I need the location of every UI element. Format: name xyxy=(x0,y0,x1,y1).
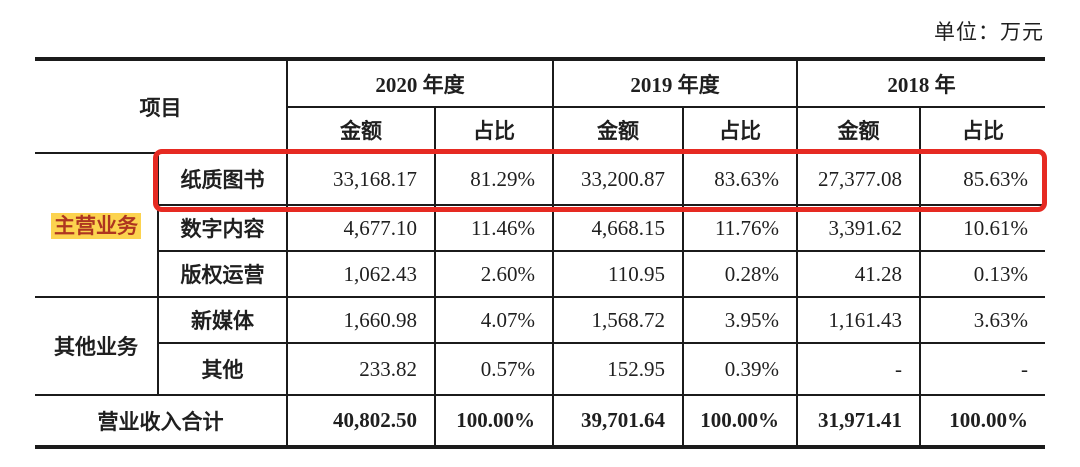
subheader-2020-share: 占比 xyxy=(434,107,553,154)
subheader-2020-amount: 金额 xyxy=(286,107,435,154)
total-cell-value: 31,971.41 xyxy=(796,395,920,445)
table-row: 版权运营 1,062.43 2.60% 110.95 0.28% 41.28 0… xyxy=(35,251,1045,298)
cell-value: 0.57% xyxy=(434,343,553,396)
cell-value: 10.61% xyxy=(919,205,1045,252)
cell-value: 3,391.62 xyxy=(796,205,920,252)
cell-value: 4,677.10 xyxy=(286,205,435,252)
column-header-2020: 2020 年度 xyxy=(286,61,553,108)
cell-value: 0.13% xyxy=(919,251,1045,298)
cell-value: 83.63% xyxy=(682,153,797,206)
revenue-table-grid: 项目 2020 年度 2019 年度 2018 年 金额 占比 金额 占比 金额… xyxy=(35,61,1045,445)
cell-value: 81.29% xyxy=(434,153,553,206)
unit-label: 单位：万元 xyxy=(934,20,1044,44)
table-row: 主营业务 纸质图书 33,168.17 81.29% 33,200.87 83.… xyxy=(35,153,1045,298)
cell-value: - xyxy=(919,343,1045,396)
cell-value: - xyxy=(796,343,920,396)
row-label: 其他 xyxy=(157,343,287,396)
cell-value: 1,568.72 xyxy=(552,297,683,344)
revenue-table: 项目 2020 年度 2019 年度 2018 年 金额 占比 金额 占比 金额… xyxy=(35,57,1045,449)
cell-value: 3.63% xyxy=(919,297,1045,344)
column-header-2018: 2018 年 xyxy=(796,61,1045,108)
cell-value: 233.82 xyxy=(286,343,435,396)
table-top-rule xyxy=(35,57,1045,61)
total-cell-value: 100.00% xyxy=(682,395,797,445)
cell-value: 85.63% xyxy=(919,153,1045,206)
cell-value: 33,168.17 xyxy=(286,153,435,206)
total-row-label: 营业收入合计 xyxy=(97,409,224,434)
table-total-row: 营业收入合计 40,802.50 100.00% 39,701.64 100.0… xyxy=(35,395,1045,445)
total-cell-value: 40,802.50 xyxy=(286,395,435,445)
cell-value: 110.95 xyxy=(552,251,683,298)
cell-value: 4,668.15 xyxy=(552,205,683,252)
category-main-business-label: 主营业务 xyxy=(51,213,141,239)
row-label: 纸质图书 xyxy=(157,153,287,206)
subheader-2018-amount: 金额 xyxy=(796,107,920,154)
cell-value: 41.28 xyxy=(796,251,920,298)
cell-value: 152.95 xyxy=(552,343,683,396)
cell-value: 3.95% xyxy=(682,297,797,344)
table-bottom-rule xyxy=(35,445,1045,449)
subheader-2019-amount: 金额 xyxy=(552,107,683,154)
row-label: 新媒体 xyxy=(157,297,287,344)
column-header-item: 项目 xyxy=(35,61,287,154)
cell-value: 1,161.43 xyxy=(796,297,920,344)
category-other-business: 其他业务 xyxy=(35,297,158,396)
table-row: 数字内容 4,677.10 11.46% 4,668.15 11.76% 3,3… xyxy=(35,205,1045,252)
row-label: 版权运营 xyxy=(157,251,287,298)
cell-value: 0.39% xyxy=(682,343,797,396)
cell-value: 33,200.87 xyxy=(552,153,683,206)
total-cell-value: 100.00% xyxy=(434,395,553,445)
total-cell-value: 100.00% xyxy=(919,395,1045,445)
column-header-2019: 2019 年度 xyxy=(552,61,797,108)
row-label: 数字内容 xyxy=(157,205,287,252)
cell-value: 1,062.43 xyxy=(286,251,435,298)
cell-value: 11.76% xyxy=(682,205,797,252)
category-main-business: 主营业务 xyxy=(35,153,158,298)
subheader-2019-share: 占比 xyxy=(682,107,797,154)
table-row: 其他业务 新媒体 1,660.98 4.07% 1,568.72 3.95% 1… xyxy=(35,297,1045,396)
cell-value: 1,660.98 xyxy=(286,297,435,344)
cell-value: 4.07% xyxy=(434,297,553,344)
cell-value: 2.60% xyxy=(434,251,553,298)
cell-value: 27,377.08 xyxy=(796,153,920,206)
cell-value: 11.46% xyxy=(434,205,553,252)
subheader-2018-share: 占比 xyxy=(919,107,1045,154)
cell-value: 0.28% xyxy=(682,251,797,298)
total-cell-value: 39,701.64 xyxy=(552,395,683,445)
table-row: 其他 233.82 0.57% 152.95 0.39% - - xyxy=(35,343,1045,396)
